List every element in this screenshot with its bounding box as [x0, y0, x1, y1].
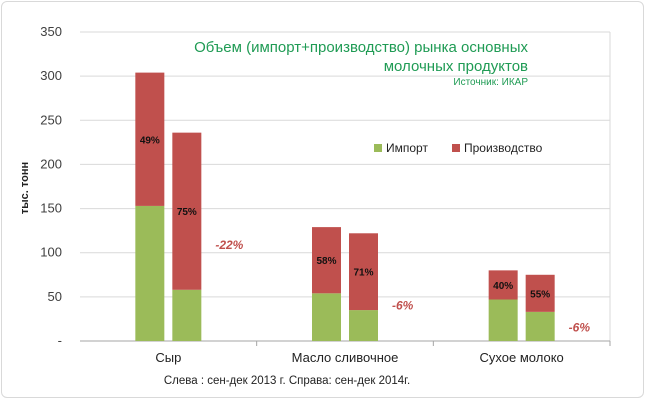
change-label: -22%	[215, 238, 243, 252]
import-share-label: 58%	[316, 256, 336, 267]
legend-label-import: Импорт	[386, 141, 428, 155]
x-category-label: Масло сливочное	[292, 350, 399, 365]
y-tick-label: 200	[40, 156, 62, 171]
change-label: -6%	[392, 299, 414, 313]
y-tick-label: 100	[40, 245, 62, 260]
bar-production-2014	[172, 132, 202, 290]
chart-title-line1: Объем (импорт+производство) рынка основн…	[194, 39, 528, 56]
legend-swatch-production	[452, 144, 460, 152]
x-category-label: Сухое молоко	[480, 350, 564, 365]
import-share-label: 40%	[493, 281, 513, 292]
y-axis-label: тыс. тонн	[19, 162, 31, 214]
chart-title-line2: молочных продуктов	[384, 58, 528, 75]
bar-import-2013	[312, 293, 341, 341]
y-tick-label: 50	[48, 289, 62, 304]
import-share-label: 49%	[140, 135, 160, 146]
chart-source: Источник: ИКАР	[453, 77, 528, 88]
bar-import-2013	[135, 205, 165, 341]
y-tick-label: 250	[40, 112, 62, 127]
bar-production-2013	[312, 227, 341, 294]
bar-import-2014	[525, 311, 555, 341]
footnote: Слева : сен-дек 2013 г. Справа: сен-дек …	[164, 375, 410, 387]
import-share-label: 55%	[530, 289, 550, 300]
x-category-label: Сыр	[155, 350, 181, 365]
axes: - 50 100 150 200 250 300 350 Сыр Масло сливочное С…	[40, 24, 611, 365]
legend-swatch-import	[374, 144, 382, 152]
bar-import-2013	[488, 299, 518, 341]
data-labels: 49% 75% -22% 58% 71% -6% 40% 55% -6%	[140, 135, 591, 334]
bars	[135, 72, 555, 341]
bar-import-2014	[349, 310, 378, 341]
gridlines	[80, 31, 611, 341]
y-tick-label: 350	[40, 24, 62, 39]
import-share-label: 71%	[353, 268, 373, 279]
y-tick-label: 300	[40, 68, 62, 83]
bar-production-2014	[349, 233, 378, 311]
change-label: -6%	[569, 320, 591, 334]
y-tick-label: -	[58, 333, 62, 348]
bar-production-2013	[488, 270, 518, 300]
legend: Импорт Производство	[374, 141, 543, 155]
bar-production-2013	[135, 72, 165, 206]
y-tick-label: 150	[40, 201, 62, 216]
bar-production-2014	[525, 274, 555, 312]
bar-import-2014	[172, 289, 202, 341]
import-share-label: 75%	[177, 207, 197, 218]
legend-label-production: Производство	[464, 141, 543, 155]
